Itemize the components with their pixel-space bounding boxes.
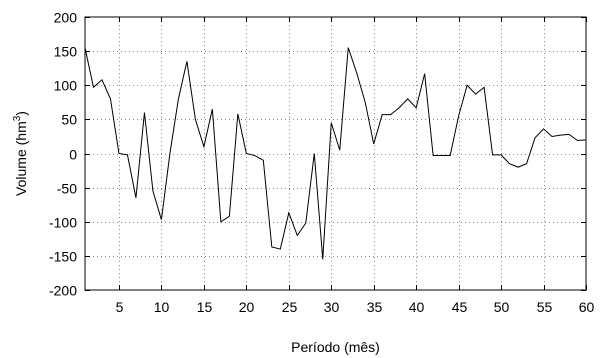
y-axis-label-main: Volume (hm (13, 121, 29, 196)
y-tick-label: 0 (69, 147, 77, 163)
tick-labels: -200 -150 -100 -50 0 50 100 150 200 5 10 15 20 25 30 35… (49, 10, 595, 316)
x-tick-label: 60 (579, 299, 595, 315)
y-axis-label-close-paren: ) (13, 111, 29, 116)
y-tick-label: -50 (57, 181, 77, 197)
y-tick-label: 50 (61, 112, 77, 128)
y-tick-label: 100 (54, 78, 78, 94)
x-tick-label: 45 (452, 299, 468, 315)
x-tick-label: 25 (282, 299, 298, 315)
plot-frame (84, 16, 587, 291)
series-layer (84, 47, 587, 260)
x-tick-label: 10 (154, 299, 170, 315)
y-tick-label: 200 (54, 10, 78, 26)
y-axis-label-superscript: 3 (12, 115, 23, 121)
x-tick-label: 20 (239, 299, 255, 315)
x-tick-label: 50 (494, 299, 510, 315)
grid-lines (85, 17, 586, 290)
y-tick-label: -200 (49, 283, 77, 299)
x-tick-label: 15 (197, 299, 213, 315)
axis-ticks (85, 17, 587, 291)
y-tick-label: -150 (49, 249, 77, 265)
x-tick-label: 40 (409, 299, 425, 315)
series-line-0 (84, 47, 587, 260)
y-tick-label: 150 (54, 44, 78, 60)
x-tick-label: 5 (116, 299, 124, 315)
x-axis-label: Período (mês) (291, 339, 380, 355)
x-tick-label: 35 (367, 299, 383, 315)
x-tick-label: 55 (537, 299, 553, 315)
x-tick-label: 30 (324, 299, 340, 315)
y-axis-label: Volume (hm3) (12, 111, 29, 196)
y-tick-label: -100 (49, 215, 77, 231)
